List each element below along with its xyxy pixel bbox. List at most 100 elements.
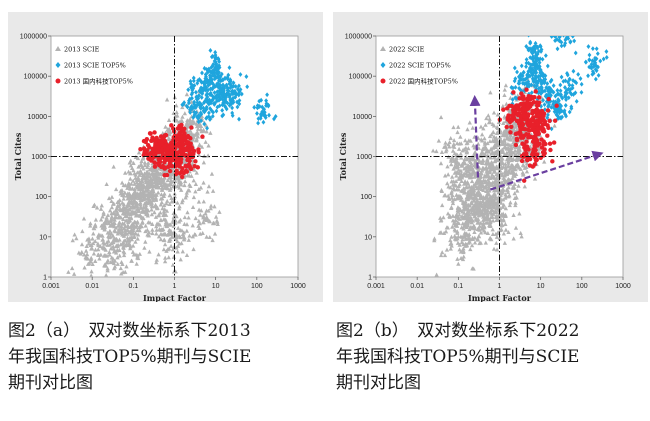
data-point-diamond [573, 50, 578, 56]
data-point-diamond [231, 83, 236, 89]
data-point-triangle [166, 246, 172, 251]
data-point-triangle [501, 217, 506, 222]
data-point-triangle [488, 215, 494, 220]
data-point-triangle [164, 248, 169, 253]
data-point-diamond [535, 80, 540, 86]
data-point-triangle [514, 163, 519, 168]
data-point-triangle [131, 226, 136, 231]
data-point-triangle [183, 195, 188, 200]
data-point-triangle [105, 268, 110, 273]
data-point-triangle [126, 224, 131, 229]
data-point-diamond [546, 91, 551, 97]
data-point-triangle [163, 124, 168, 129]
data-point-triangle [132, 181, 137, 186]
data-point-triangle [105, 266, 110, 271]
data-point-triangle [120, 229, 125, 234]
data-point-triangle [99, 203, 104, 208]
data-point-triangle [136, 208, 141, 213]
data-point-triangle [120, 211, 126, 216]
data-point-triangle [456, 146, 462, 151]
data-point-triangle [452, 227, 457, 232]
data-point-triangle [162, 242, 168, 247]
data-point-diamond [214, 63, 219, 69]
data-point-circle [178, 157, 184, 162]
data-point-triangle [488, 236, 493, 241]
data-point-triangle [124, 231, 130, 236]
data-point-diamond [216, 56, 221, 61]
data-point-circle [511, 109, 516, 115]
data-point-triangle [82, 252, 87, 257]
data-point-diamond [579, 81, 584, 87]
data-point-triangle [486, 192, 491, 197]
data-point-diamond [252, 104, 257, 110]
data-point-triangle [468, 193, 473, 198]
data-point-circle [153, 141, 158, 147]
data-point-triangle [488, 146, 494, 151]
data-point-diamond [208, 48, 213, 53]
data-point-triangle [107, 249, 112, 255]
data-point-diamond [563, 78, 568, 84]
data-point-triangle [552, 123, 557, 128]
data-point-diamond [604, 49, 609, 54]
data-point-diamond [517, 85, 522, 91]
data-point-triangle [163, 255, 168, 260]
data-point-triangle [489, 200, 495, 205]
data-point-diamond [535, 63, 540, 69]
data-point-circle [187, 141, 192, 146]
data-point-triangle [449, 195, 455, 200]
data-point-triangle [464, 170, 469, 175]
data-point-diamond [533, 43, 538, 49]
data-point-diamond [262, 109, 267, 115]
data-point-triangle [178, 257, 183, 262]
data-point-triangle [135, 185, 140, 190]
data-point-triangle [168, 179, 173, 184]
data-point-triangle [187, 117, 193, 122]
data-point-diamond [205, 91, 210, 97]
data-point-circle [530, 127, 535, 132]
data-point-triangle [196, 152, 202, 157]
data-point-triangle [503, 227, 509, 232]
data-point-triangle [494, 124, 500, 130]
data-point-triangle [466, 166, 471, 172]
data-point-triangle [445, 225, 451, 230]
data-point-triangle [462, 205, 467, 210]
data-point-circle [545, 108, 551, 113]
data-point-triangle [469, 156, 474, 161]
data-point-triangle [129, 165, 135, 171]
data-point-triangle [458, 151, 463, 156]
data-point-triangle [182, 179, 188, 184]
data-point-triangle [480, 199, 486, 204]
data-point-circle [164, 172, 170, 178]
data-point-diamond [235, 104, 240, 110]
data-point-circle [509, 124, 514, 130]
data-point-diamond [534, 56, 538, 61]
data-point-circle [180, 144, 185, 150]
data-point-triangle [457, 141, 462, 146]
data-point-triangle [212, 204, 217, 209]
data-point-diamond [573, 90, 578, 96]
data-point-triangle [187, 233, 192, 238]
data-point-diamond [196, 115, 201, 121]
data-point-triangle [154, 224, 159, 229]
data-point-diamond [218, 82, 223, 88]
data-point-triangle [165, 182, 171, 187]
data-point-triangle [138, 187, 143, 192]
data-point-diamond [531, 36, 533, 37]
data-point-diamond [211, 81, 216, 87]
data-point-triangle [175, 239, 180, 244]
data-point-circle [526, 135, 531, 140]
data-point-triangle [205, 189, 210, 194]
y-tick-label: 1 [368, 275, 372, 282]
data-point-triangle [184, 222, 190, 227]
data-point-diamond [563, 103, 568, 108]
x-tick-label: 1 [498, 283, 502, 290]
data-point-diamond [567, 76, 572, 82]
data-point-diamond [568, 89, 572, 95]
data-point-triangle [199, 144, 205, 149]
data-point-triangle [135, 253, 140, 258]
data-point-triangle [519, 234, 524, 239]
data-point-diamond [553, 108, 558, 114]
data-point-triangle [131, 252, 137, 257]
data-point-triangle [171, 177, 177, 183]
data-point-diamond [214, 83, 218, 89]
